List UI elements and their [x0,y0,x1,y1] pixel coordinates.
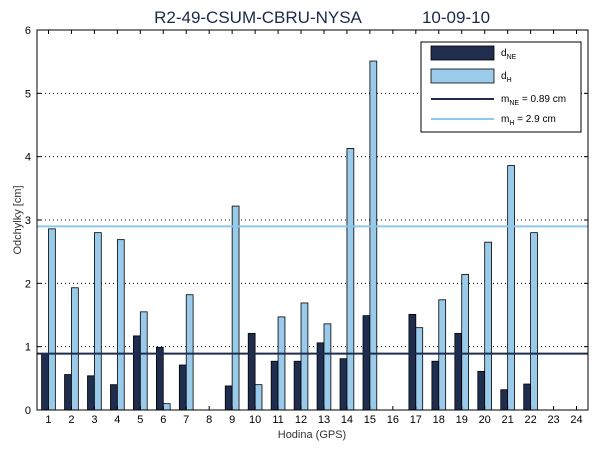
y-tick-label: 0 [25,405,31,417]
legend-label-dh: dH [501,71,512,84]
legend-label-subscript: NE [509,100,519,107]
bar-dh [71,287,79,411]
legend-label-base: m [501,94,509,105]
legend-label-mh: mH = 2.9 cm [501,114,556,127]
legend-swatch-dh [430,68,495,84]
y-tick-label: 5 [25,88,31,100]
bar-dne [523,383,532,411]
bar-dh [323,323,332,411]
legend-label-value: = 0.89 cm [519,94,566,105]
x-axis-label: Hodina (GPS) [278,429,346,441]
bar-dne [178,364,187,411]
bar-dne [133,335,141,411]
bar-dh [415,327,424,411]
bar-dh [254,384,263,411]
x-tick-label: 21 [502,414,514,426]
bar-dh [48,228,56,411]
y-tick-label: 1 [25,342,31,354]
x-tick-label: 2 [68,414,74,426]
x-tick-label: 18 [433,414,445,426]
bar-dh [346,148,355,411]
bar-dh [116,239,125,411]
bar-dh [484,241,492,411]
bars [41,60,538,411]
legend-label-base: d [501,48,507,59]
x-tick-label: 7 [183,414,189,426]
x-tick-label: 19 [456,414,468,426]
bar-dh [300,302,309,411]
x-tick-label: 14 [341,414,353,426]
y-tick-label: 6 [25,25,31,37]
x-tick-label: 11 [272,414,283,426]
bar-dh [507,165,515,411]
x-tick-label: 10 [249,414,261,426]
x-tick-label: 6 [160,414,166,426]
legend-label-subscript: H [509,120,514,127]
bar-dne [477,370,486,411]
legend-label-mne: mNE = 0.89 cm [501,94,566,107]
x-axis-ticks: 1 2 3 4 5 6 7 8 9 10 11 12 13 14 15 16 17 18 19 20 21 22 23 24 [45,30,583,426]
bar-dne [362,315,371,411]
x-tick-label: 20 [479,414,491,426]
bar-dh [139,311,148,411]
x-tick-label: 23 [547,414,559,426]
bar-dne [224,385,233,411]
bar-dh [231,205,240,411]
bar-dh [277,316,286,411]
legend-label-subscript: H [507,77,512,84]
x-tick-label: 13 [318,414,330,426]
legend-label-dne: dNE [501,48,517,61]
legend-label-base: d [501,71,507,82]
legend-label-base: m [501,114,509,125]
chart-title: R2-49-CSUM-CBRU-NYSA [154,8,362,27]
bar-dne [110,384,118,411]
x-tick-label: 1 [45,414,51,426]
x-tick-label: 4 [114,414,120,426]
x-tick-label: 17 [410,414,422,426]
x-tick-label: 5 [137,414,143,426]
y-axis-ticks: 0 1 2 3 4 5 6 [25,25,588,417]
x-tick-label: 15 [364,414,376,426]
bar-dne [500,389,509,411]
x-tick-label: 8 [206,414,212,426]
y-tick-label: 2 [25,278,31,290]
bar-dne [247,332,256,411]
bar-dh [185,294,194,411]
legend-label-subscript: NE [507,54,517,61]
x-tick-label: 12 [295,414,307,426]
bar-dne [408,313,417,411]
x-tick-label: 22 [524,414,536,426]
y-axis-label: Odchylky [cm] [12,185,24,254]
bar-dne [270,360,279,411]
bar-dne [87,375,95,411]
legend-swatch-dne [430,45,495,61]
bar-dne [454,332,463,411]
bar-dh [93,232,102,411]
x-tick-label: 24 [570,414,582,426]
bar-dh [530,232,538,411]
bar-dne [339,358,348,411]
x-tick-label: 16 [387,414,399,426]
bar-dne [293,360,302,411]
legend-label-value: = 2.9 cm [514,114,555,125]
bar-dh [162,403,171,411]
bar-dne [155,346,164,411]
x-tick-label: 9 [229,414,235,426]
bar-dne [41,353,49,411]
bar-dh [461,274,470,411]
bar-dne [431,360,440,411]
bar-dh [438,299,447,411]
x-tick-label: 3 [91,414,97,426]
chart-date: 10-09-10 [422,8,490,27]
bar-dne [64,374,72,411]
bar-dh [369,60,378,411]
y-tick-label: 3 [25,215,31,227]
reference-lines [37,225,588,355]
y-tick-label: 4 [25,152,31,164]
